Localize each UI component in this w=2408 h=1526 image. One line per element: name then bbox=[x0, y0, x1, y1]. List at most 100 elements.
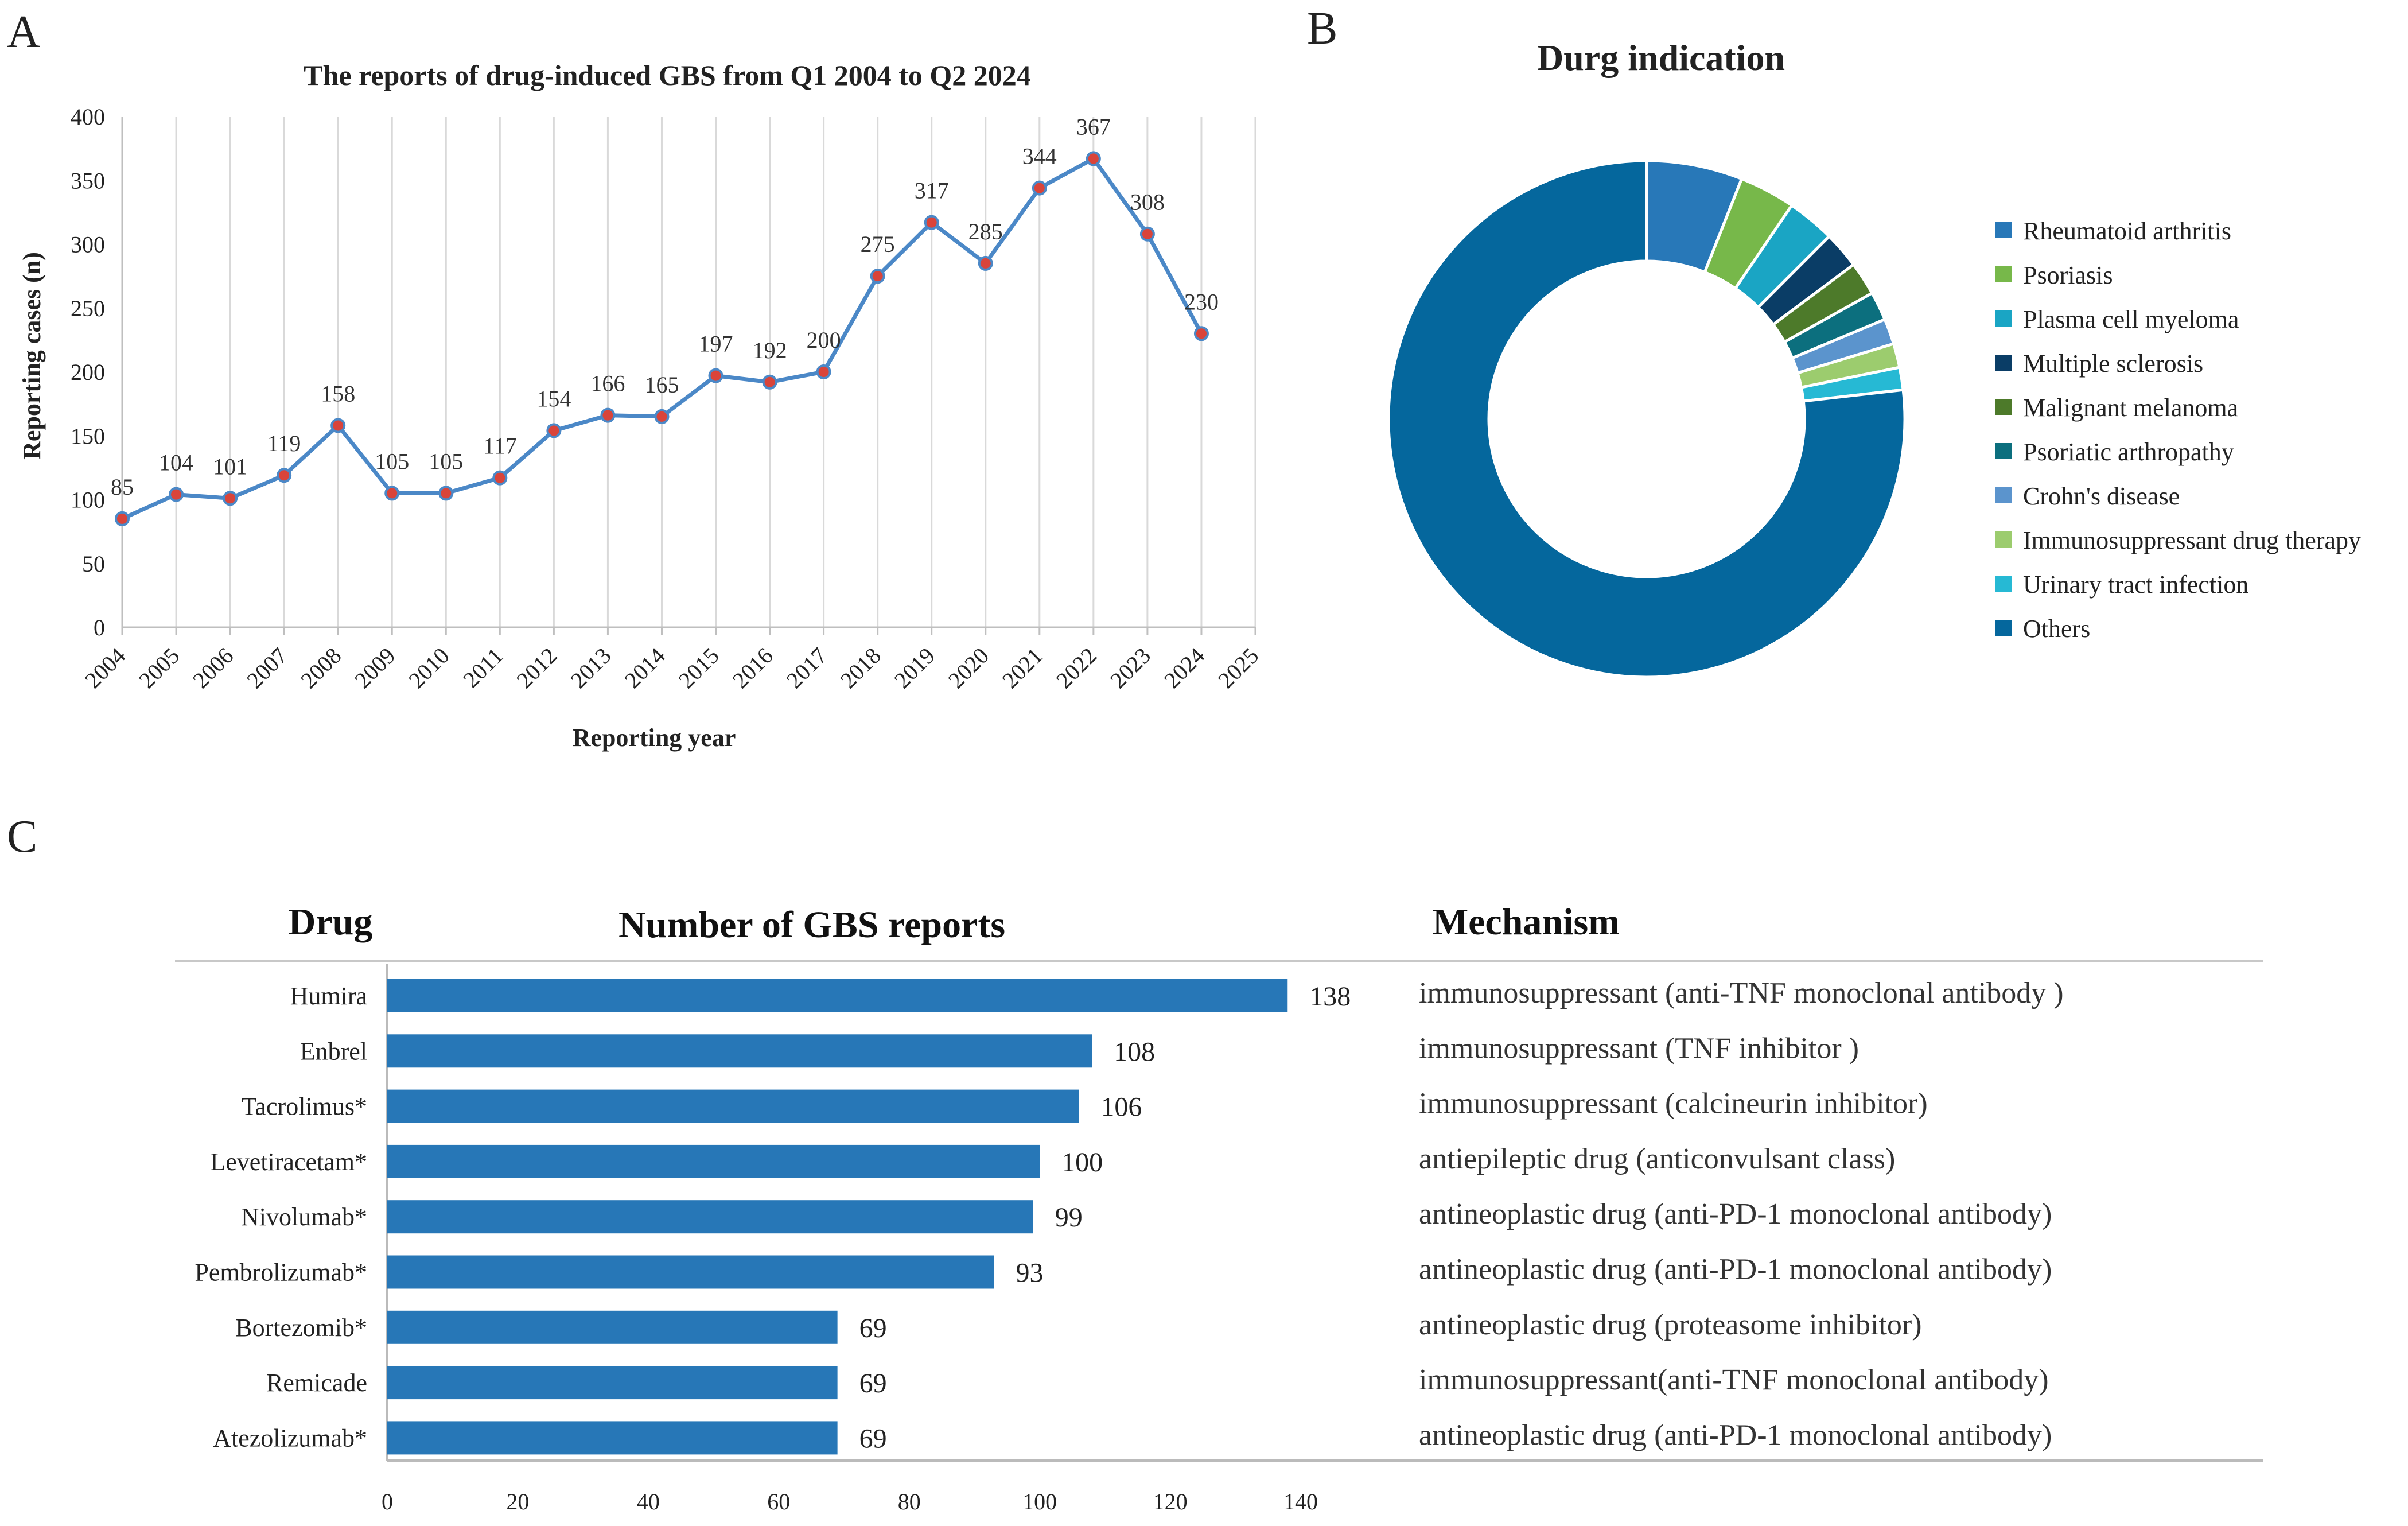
y-tick-label: 150 bbox=[71, 423, 105, 449]
x-tick-label: 2025 bbox=[1213, 643, 1263, 693]
mechanism-text: antiepileptic drug (anticonvulsant class… bbox=[1419, 1143, 1895, 1175]
x-tick-label: 120 bbox=[1153, 1489, 1188, 1515]
panel-b: B Durg indication Rheumatoid arthritis Ps… bbox=[1307, 3, 2361, 679]
x-tick-label: 2008 bbox=[295, 643, 346, 693]
legend-swatch bbox=[1995, 531, 2012, 548]
x-tick-label: 2022 bbox=[1051, 643, 1102, 693]
x-tick-label: 2005 bbox=[134, 643, 184, 693]
y-tick-label: 250 bbox=[71, 296, 105, 321]
legend-label: Others bbox=[2023, 615, 2090, 643]
data-label: 230 bbox=[1184, 289, 1219, 314]
bar-value-label: 138 bbox=[1309, 981, 1351, 1012]
mechanism-text: antineoplastic drug (anti-PD-1 monoclona… bbox=[1419, 1253, 2052, 1286]
bar bbox=[387, 1421, 838, 1455]
data-label: 105 bbox=[429, 448, 463, 474]
x-tick-label: 2007 bbox=[242, 643, 292, 693]
mechanism-text: antineoplastic drug (proteasome inhibito… bbox=[1419, 1308, 1922, 1341]
x-tick-label: 2006 bbox=[188, 643, 238, 693]
line-chart-y-ticks: 0 50 100 150 200 250 300 350 400 bbox=[71, 104, 105, 640]
bar bbox=[387, 1089, 1079, 1123]
y-tick-label: 400 bbox=[71, 104, 105, 130]
panel-c-letter: C bbox=[7, 811, 37, 862]
panel-a-letter: A bbox=[7, 7, 40, 57]
data-point bbox=[115, 511, 130, 526]
panel-a: A The reports of drug-induced GBS from Q… bbox=[7, 7, 1263, 752]
data-point bbox=[600, 407, 616, 423]
data-label: 105 bbox=[375, 448, 409, 474]
data-label: 344 bbox=[1022, 143, 1057, 169]
data-label: 285 bbox=[968, 219, 1003, 244]
mechanism-text: immunosuppressant(anti-TNF monoclonal an… bbox=[1419, 1364, 2049, 1396]
data-point bbox=[330, 418, 346, 433]
x-tick-label: 2012 bbox=[511, 643, 562, 693]
y-tick-label: 200 bbox=[71, 359, 105, 385]
line-chart-title: The reports of drug-induced GBS from Q1 … bbox=[304, 59, 1031, 91]
data-point bbox=[870, 269, 885, 284]
legend-label: Multiple sclerosis bbox=[2023, 350, 2203, 378]
data-point bbox=[816, 364, 831, 379]
data-label: 200 bbox=[807, 327, 841, 353]
bar-category-label: Levetiracetam* bbox=[210, 1148, 367, 1176]
bar-category-label: Tacrolimus* bbox=[242, 1093, 367, 1121]
data-label: 101 bbox=[213, 453, 247, 479]
legend-swatch bbox=[1995, 443, 2012, 459]
bar-chart-categories: Humira Enbrel Tacrolimus* Levetiracetam* Niv… bbox=[194, 982, 367, 1452]
bar-value-label: 93 bbox=[1016, 1258, 1044, 1288]
bar-value-label: 69 bbox=[859, 1368, 887, 1399]
line-chart-markers bbox=[115, 151, 1209, 526]
bar-value-label: 100 bbox=[1061, 1147, 1103, 1178]
line-chart-ylabel: Reporting cases (n) bbox=[18, 252, 46, 460]
x-tick-label: 100 bbox=[1022, 1489, 1057, 1515]
data-point bbox=[277, 468, 292, 483]
x-tick-label: 2017 bbox=[781, 643, 832, 693]
data-label: 275 bbox=[861, 231, 895, 257]
line-chart-x-ticks: 2004 2005 2006 2007 2008 2009 2010 2011 2012 2013… bbox=[80, 643, 1263, 693]
data-label: 367 bbox=[1076, 114, 1111, 139]
x-tick-label: 2014 bbox=[619, 643, 670, 693]
data-point bbox=[1139, 226, 1155, 242]
x-tick-label: 2024 bbox=[1159, 643, 1209, 693]
panel-c: C Drug Number of GBS reports Mechanism H… bbox=[7, 811, 2263, 1515]
line-chart-axes bbox=[121, 117, 1256, 635]
y-tick-label: 100 bbox=[71, 487, 105, 513]
legend-label: Psoriasis bbox=[2023, 261, 2113, 289]
x-tick-label: 40 bbox=[637, 1489, 660, 1515]
bar bbox=[387, 1144, 1040, 1178]
data-point bbox=[978, 255, 993, 271]
bar bbox=[387, 1200, 1033, 1234]
donut-slice bbox=[1387, 159, 1907, 679]
data-label: 317 bbox=[915, 178, 949, 204]
y-tick-label: 0 bbox=[94, 615, 105, 640]
bar-category-label: Nivolumab* bbox=[241, 1203, 367, 1231]
legend-label: Plasma cell myeloma bbox=[2023, 305, 2239, 333]
legend-label: Urinary tract infection bbox=[2023, 570, 2248, 599]
bar-value-label: 108 bbox=[1114, 1036, 1155, 1067]
data-point bbox=[169, 487, 184, 502]
bar-category-label: Enbrel bbox=[300, 1037, 367, 1065]
data-point bbox=[1193, 326, 1209, 341]
data-point bbox=[762, 374, 777, 390]
legend-label: Malignant melanoma bbox=[2023, 394, 2238, 422]
bar-category-label: Pembrolizumab* bbox=[194, 1259, 367, 1287]
legend-label: Rheumatoid arthritis bbox=[2023, 217, 2231, 245]
bar bbox=[387, 1366, 838, 1400]
x-tick-label: 2010 bbox=[403, 643, 454, 693]
data-label: 166 bbox=[590, 371, 625, 397]
header-count: Number of GBS reports bbox=[618, 904, 1005, 946]
data-label: 165 bbox=[644, 372, 679, 398]
y-tick-label: 300 bbox=[71, 232, 105, 258]
bar-category-label: Remicade bbox=[266, 1369, 367, 1397]
mechanism-text: antineoplastic drug (anti-PD-1 monoclona… bbox=[1419, 1419, 2052, 1451]
data-point bbox=[1032, 180, 1047, 196]
data-point bbox=[708, 368, 723, 383]
legend-label: Crohn's disease bbox=[2023, 482, 2180, 510]
x-tick-label: 2004 bbox=[80, 643, 130, 693]
legend-swatch bbox=[1995, 620, 2012, 636]
data-point bbox=[924, 215, 939, 230]
x-tick-label: 2021 bbox=[997, 643, 1048, 693]
y-tick-label: 50 bbox=[82, 551, 105, 577]
x-tick-label: 2019 bbox=[889, 643, 940, 693]
mechanism-text: immunosuppressant (TNF inhibitor ) bbox=[1419, 1032, 1859, 1065]
data-point bbox=[546, 423, 562, 438]
